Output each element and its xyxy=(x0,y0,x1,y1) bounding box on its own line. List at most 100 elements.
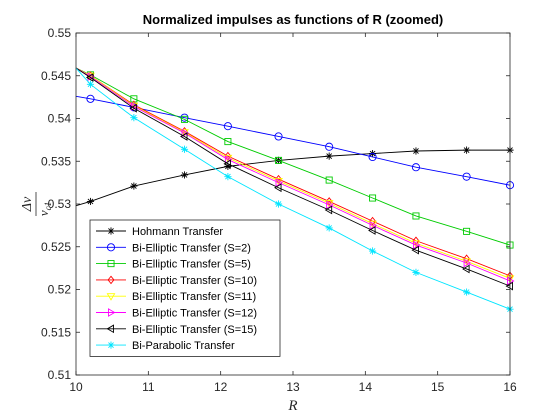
legend-entry: Bi-Elliptic Transfer (S=12) xyxy=(96,308,257,320)
legend-label: Bi-Elliptic Transfer (S=12) xyxy=(132,308,257,320)
legend-swatch-marker xyxy=(107,260,115,268)
y-axis-label-denominator-base: v xyxy=(36,210,51,216)
x-tick-label: 15 xyxy=(431,380,445,394)
legend-label: Bi-Elliptic Transfer (S=5) xyxy=(132,259,251,271)
data-point xyxy=(274,183,282,193)
data-point xyxy=(274,132,283,141)
y-tick-label: 0.55 xyxy=(48,26,72,40)
data-point xyxy=(180,171,189,179)
legend-entry: Bi-Elliptic Transfer (S=5) xyxy=(96,259,251,271)
data-point xyxy=(368,247,377,255)
y-tick-label: 0.515 xyxy=(41,325,71,339)
legend-swatch-marker xyxy=(107,275,115,285)
data-point xyxy=(411,245,419,255)
legend-entry: Bi-Elliptic Transfer (S=11) xyxy=(96,291,256,303)
chart-title: Normalized impulses as functions of R (z… xyxy=(143,12,443,27)
data-point xyxy=(505,281,513,291)
legend-swatch-marker xyxy=(106,243,116,252)
x-tick-label: 11 xyxy=(142,380,155,394)
data-point xyxy=(368,226,376,235)
data-point xyxy=(463,258,472,268)
x-tick-label: 14 xyxy=(359,380,373,394)
data-point xyxy=(412,268,420,276)
data-point xyxy=(130,114,138,122)
data-point xyxy=(224,173,232,181)
data-point xyxy=(369,194,377,202)
data-point xyxy=(274,200,283,208)
data-point xyxy=(86,80,95,88)
series-line xyxy=(75,95,511,186)
data-point xyxy=(180,132,188,141)
y-tick-label: 0.525 xyxy=(41,240,71,254)
legend-label: Bi-Elliptic Transfer (S=15) xyxy=(132,324,257,336)
data-point xyxy=(275,156,283,164)
data-point xyxy=(180,145,189,153)
x-tick-label: 10 xyxy=(69,380,83,394)
y-tick-label: 0.53 xyxy=(48,197,72,211)
data-point xyxy=(85,73,94,82)
plot-series xyxy=(75,67,515,313)
series-line xyxy=(75,67,511,246)
legend-swatch-marker xyxy=(106,324,114,334)
data-point xyxy=(181,128,189,138)
data-point xyxy=(325,152,333,160)
x-tick-label: 16 xyxy=(503,380,517,394)
data-point xyxy=(325,142,334,151)
y-axis-label-denominator-sub: c1 xyxy=(43,202,53,211)
data-point xyxy=(324,205,333,215)
data-point xyxy=(223,159,231,169)
data-point xyxy=(463,288,471,296)
legend-entry: Bi-Parabolic Transfer xyxy=(96,340,235,352)
data-point xyxy=(326,200,334,210)
data-point xyxy=(325,224,333,232)
legend-label: Hohmann Transfer xyxy=(132,226,223,238)
data-point xyxy=(369,220,378,230)
legend-label: Bi-Elliptic Transfer (S=2) xyxy=(132,242,251,254)
y-axis-label: Δv vc1 xyxy=(20,192,53,216)
legend-swatch-marker xyxy=(108,308,116,317)
series-line xyxy=(75,67,511,282)
legend-swatch-marker xyxy=(107,341,115,349)
legend-swatch-marker xyxy=(106,293,116,301)
y-axis-label-numerator: Δv xyxy=(20,196,35,212)
legend-entry: Bi-Elliptic Transfer (S=15) xyxy=(96,324,257,336)
y-tick-label: 0.51 xyxy=(48,368,72,382)
data-point xyxy=(507,276,515,286)
x-axis-label: R xyxy=(287,398,297,414)
data-point xyxy=(463,254,471,264)
legend-label: Bi-Parabolic Transfer xyxy=(132,340,235,352)
data-point xyxy=(129,102,139,111)
y-axis-label-denominator: vc1 xyxy=(36,202,53,216)
data-point xyxy=(275,178,284,188)
data-point xyxy=(224,138,232,146)
x-tick-label: 12 xyxy=(214,380,228,394)
legend-label: Bi-Elliptic Transfer (S=10) xyxy=(132,275,257,287)
data-point xyxy=(223,122,232,131)
legend: Hohmann Transfer Bi-Elliptic Transfer (S=… xyxy=(89,219,281,357)
data-point xyxy=(462,264,470,274)
legend-swatch-marker xyxy=(107,227,115,235)
data-point xyxy=(86,197,95,206)
legend-entry: Hohmann Transfer xyxy=(96,226,223,238)
data-point xyxy=(462,172,471,181)
data-point xyxy=(86,94,95,103)
y-tick-label: 0.54 xyxy=(48,112,72,126)
data-point xyxy=(412,236,420,246)
data-point xyxy=(130,182,138,190)
axes-box xyxy=(75,32,511,376)
data-point xyxy=(369,216,377,226)
data-point xyxy=(180,129,189,137)
data-point xyxy=(463,227,471,235)
y-tick-label: 0.535 xyxy=(41,154,71,168)
data-point xyxy=(412,240,421,250)
axis-ticks: 10 11 12 13 14 15 16 0.51 0.515 0.52 0.525 0.53 0.53… xyxy=(41,26,517,394)
data-point xyxy=(412,147,420,155)
series-7 xyxy=(75,67,513,291)
x-tick-label: 13 xyxy=(286,380,300,394)
data-point xyxy=(463,146,471,154)
data-point xyxy=(368,152,377,162)
data-point xyxy=(180,115,189,123)
y-tick-label: 0.52 xyxy=(48,283,72,297)
series-line xyxy=(75,67,511,277)
